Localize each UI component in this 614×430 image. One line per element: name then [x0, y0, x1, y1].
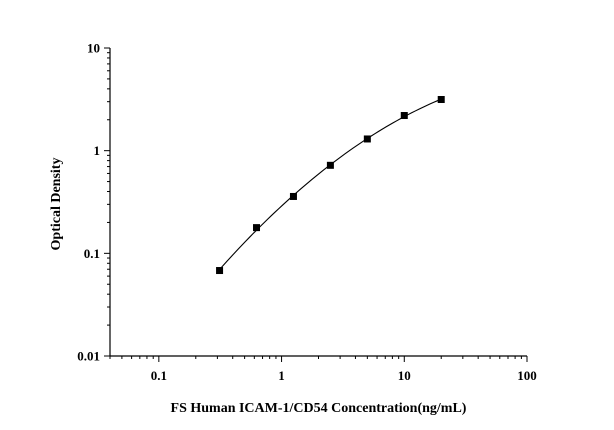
- data-point: [437, 96, 445, 104]
- y-tick-label: 10: [87, 41, 100, 56]
- data-point: [326, 161, 334, 169]
- data-point: [216, 267, 224, 275]
- x-tick-label: 1: [278, 368, 285, 383]
- y-tick-label: 0.1: [84, 246, 100, 261]
- y-tick-label: 0.01: [77, 349, 100, 364]
- y-ticks: 0.01 0.1 1 10: [77, 41, 110, 364]
- data-point: [400, 112, 408, 120]
- data-point: [363, 135, 371, 143]
- x-tick-label: 10: [398, 368, 411, 383]
- x-axis-title: FS Human ICAM-1/CD54 Concentration(ng/mL…: [171, 401, 467, 416]
- data-point: [289, 192, 297, 200]
- fit-curve: [219, 98, 442, 270]
- x-tick-label: 0.1: [151, 368, 167, 383]
- data-point: [253, 224, 261, 232]
- axes: 0.1 1 10 100 0.01 0.1 1 10: [77, 41, 537, 384]
- x-ticks: 0.1 1 10 100: [109, 356, 537, 383]
- data-points: [216, 96, 445, 275]
- x-tick-label: 100: [517, 368, 537, 383]
- y-axis-title: Optical Density: [49, 158, 64, 251]
- y-tick-label: 1: [94, 143, 101, 158]
